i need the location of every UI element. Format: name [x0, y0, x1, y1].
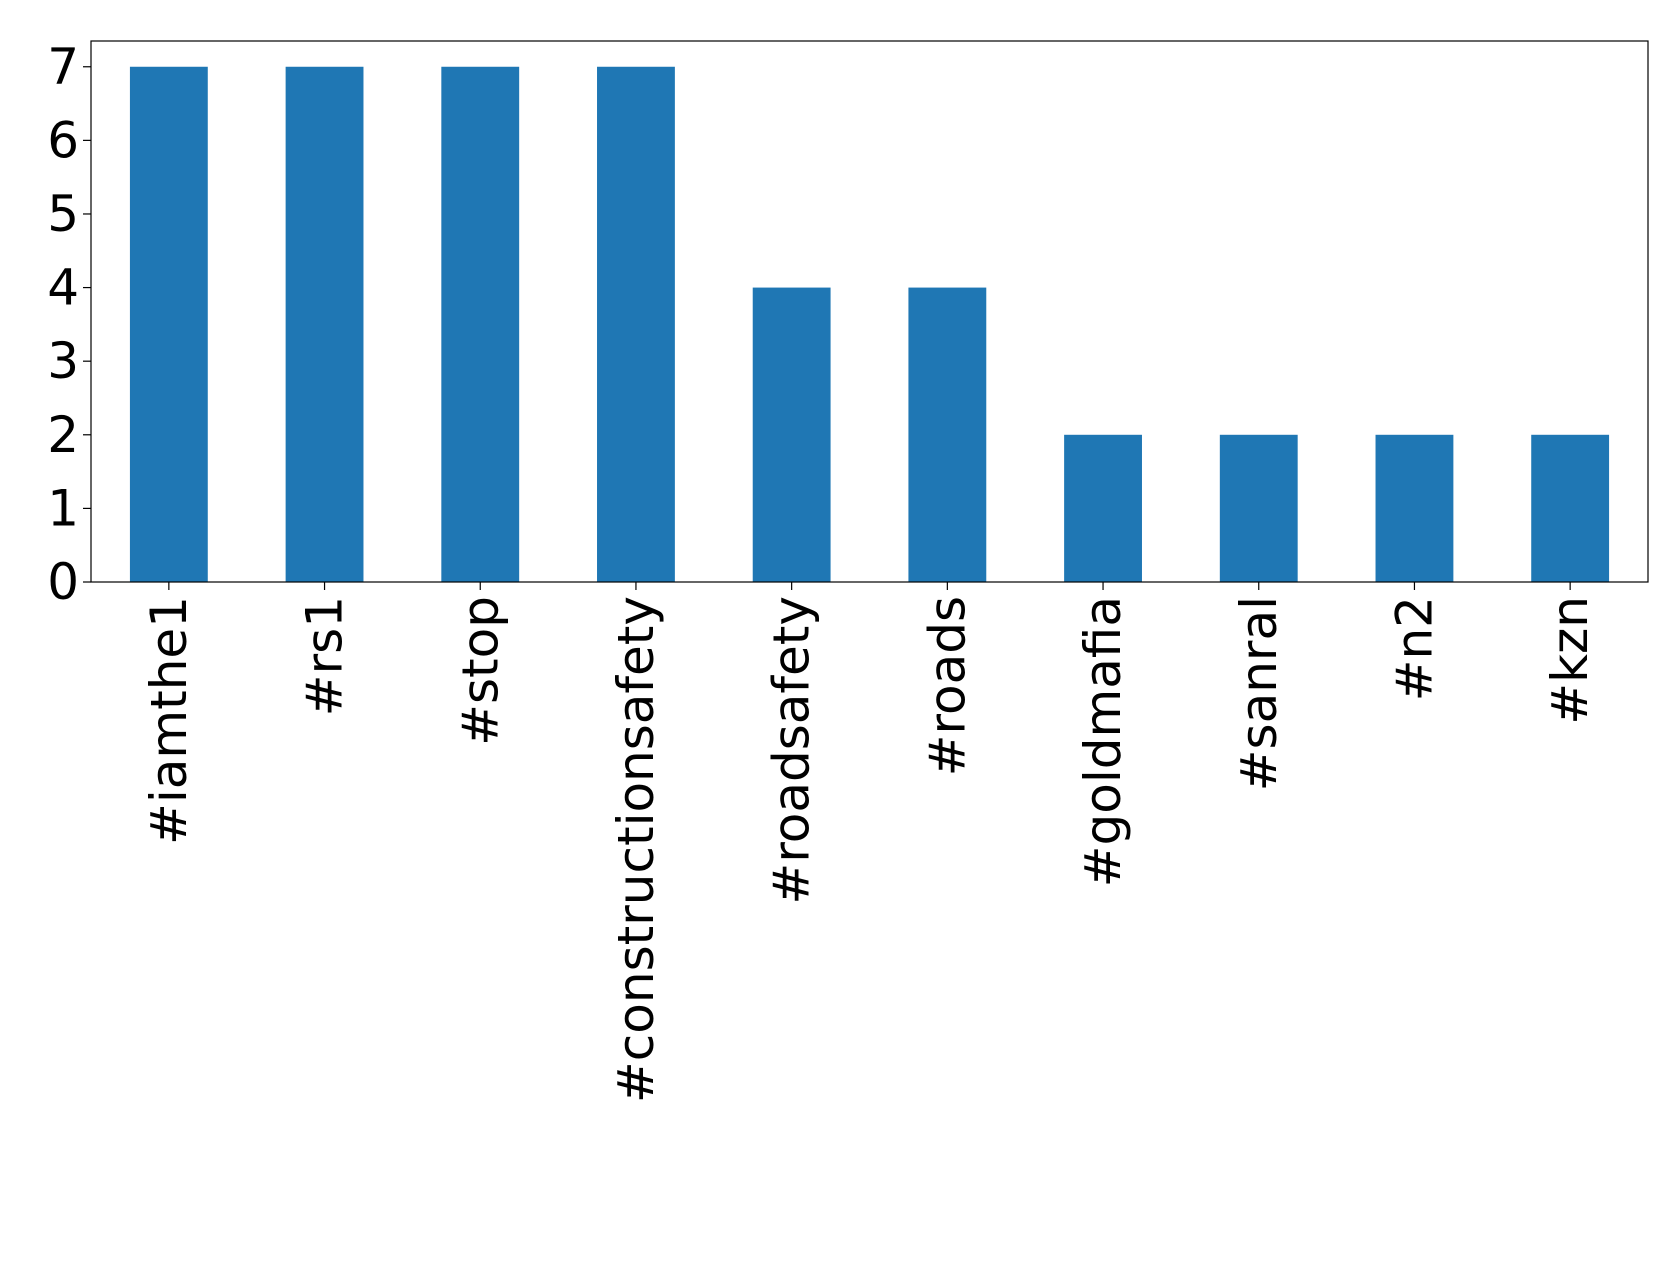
bar	[1531, 434, 1610, 582]
y-tick-label: 0	[47, 553, 79, 611]
bar	[285, 66, 364, 582]
x-tick-label: #stop	[451, 596, 509, 746]
x-tick-label: #goldmafia	[1074, 596, 1132, 887]
x-tick-label: #sanral	[1230, 596, 1288, 791]
plot-frame	[90, 40, 1649, 583]
bar	[1375, 434, 1454, 582]
bar	[441, 66, 520, 582]
bar	[908, 287, 987, 582]
bar	[597, 66, 675, 582]
x-tick-label: #rs1	[296, 596, 354, 716]
x-tick-label: #roads	[918, 596, 976, 776]
x-tick-label: #kzn	[1541, 596, 1599, 725]
bar	[752, 287, 831, 582]
x-tick-label: #n2	[1385, 596, 1443, 701]
x-tick-label: #iamthe1	[140, 596, 198, 845]
y-tick-label: 7	[47, 38, 79, 96]
y-tick-label: 5	[47, 185, 79, 243]
x-tick-label: #constructionsafety	[607, 596, 665, 1103]
bar	[129, 66, 208, 582]
x-tick-label: #roadsafety	[763, 596, 821, 905]
y-tick-label: 1	[47, 479, 79, 537]
y-tick-label: 4	[47, 259, 79, 317]
bar	[1219, 434, 1298, 582]
bar	[1064, 434, 1142, 582]
y-tick-label: 6	[47, 111, 79, 169]
y-tick-label: 2	[47, 406, 79, 464]
y-tick-label: 3	[47, 332, 79, 390]
